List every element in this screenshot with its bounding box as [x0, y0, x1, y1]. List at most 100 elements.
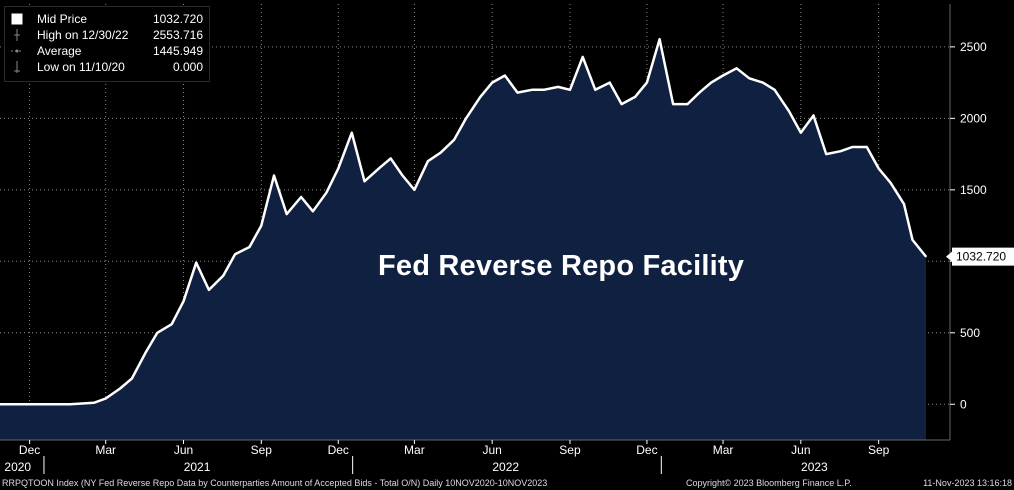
legend-average-marker-icon — [11, 45, 23, 57]
data-point — [504, 74, 506, 77]
y-tick-label: 2500 — [960, 40, 987, 54]
y-tick-label: 1500 — [960, 183, 987, 197]
data-point — [761, 81, 764, 84]
y-tick-label: 2000 — [960, 111, 987, 125]
data-point — [337, 167, 340, 170]
data-point — [710, 81, 713, 84]
y-axis: 05001000150020002500 — [949, 4, 987, 440]
legend-value: 1032.720 — [152, 12, 203, 26]
data-point — [686, 103, 689, 105]
x-tick-label: Mar — [404, 443, 425, 457]
data-point — [43, 403, 45, 406]
last-value-box — [952, 247, 1014, 266]
x-year-label: 2020 — [4, 460, 31, 474]
x-tick-label: Dec — [328, 443, 349, 457]
data-point — [491, 81, 493, 84]
data-point — [748, 77, 751, 80]
x-year-label: 2021 — [184, 460, 211, 474]
data-point — [839, 150, 842, 153]
data-point — [800, 131, 802, 134]
data-point — [634, 96, 636, 98]
x-axis: Dec Mar Jun Sep Dec Mar Jun Sep Dec Mar Jun Sep 2020… — [0, 439, 950, 474]
data-point — [646, 81, 648, 84]
data-point — [851, 146, 854, 148]
x-tick-label: Jun — [482, 443, 501, 457]
data-point — [401, 174, 404, 177]
data-point — [453, 139, 455, 141]
data-point — [273, 174, 275, 177]
footer-source: RRPQTOON Index (NY Fed Reverse Repo Data… — [2, 478, 548, 488]
data-point — [531, 88, 533, 91]
data-point — [144, 352, 147, 354]
data-point — [69, 403, 71, 406]
data-point — [889, 181, 892, 184]
data-point — [788, 110, 790, 113]
data-point — [300, 196, 302, 198]
data-point — [350, 131, 353, 134]
data-point — [222, 274, 225, 277]
legend-label: Low on 11/10/20 — [37, 60, 125, 74]
x-tick-label: Jun — [174, 443, 193, 457]
data-point — [479, 96, 482, 98]
data-point — [208, 289, 210, 291]
data-point — [620, 103, 623, 105]
x-tick-label: Mar — [713, 443, 734, 457]
data-point — [156, 331, 159, 334]
legend-value: 1445.949 — [152, 44, 203, 58]
data-point — [911, 239, 914, 241]
data-point — [465, 117, 467, 120]
data-point — [557, 86, 559, 88]
chart-canvas: 05001000150020002500 DecMarJunSepDecMarJ… — [0, 4, 1014, 474]
y-tick-label: 500 — [960, 326, 980, 340]
legend-box: Mid Price 1032.720 High on 12/30/22 2553… — [4, 6, 210, 82]
footer-timestamp: 11-Nov-2023 13:16:18 — [923, 478, 1012, 488]
legend-value: 0.000 — [172, 60, 203, 74]
data-point — [516, 91, 519, 94]
legend-row-mid-price: Mid Price 1032.720 — [11, 11, 203, 27]
footer-bar: RRPQTOON Index (NY Fed Reverse Repo Data… — [0, 476, 1014, 490]
data-point — [413, 189, 416, 191]
data-point — [903, 203, 905, 205]
data-point — [260, 224, 263, 227]
legend-row-average: Average 1445.949 — [11, 43, 203, 59]
data-point — [285, 213, 288, 215]
data-point — [735, 67, 738, 70]
data-point — [698, 91, 701, 94]
data-point — [672, 103, 674, 105]
data-point — [594, 88, 597, 91]
legend-value: 2553.716 — [152, 28, 203, 42]
data-point — [581, 56, 584, 58]
legend-high-marker-icon — [11, 29, 23, 41]
x-year-label: 2022 — [492, 460, 519, 474]
data-point — [825, 153, 828, 155]
marks-layer — [0, 38, 927, 406]
last-value-pointer — [946, 251, 952, 262]
data-point — [658, 38, 661, 41]
data-point — [608, 81, 611, 84]
data-point — [16, 403, 19, 406]
data-point — [104, 397, 107, 400]
data-point — [131, 377, 133, 380]
legend-collapse-icon[interactable] — [11, 13, 23, 25]
last-value-text: 1032.720 — [956, 250, 1006, 264]
data-point — [542, 88, 545, 91]
data-point — [877, 167, 880, 170]
x-tick-label: Mar — [95, 443, 116, 457]
data-point — [325, 191, 328, 194]
data-point — [363, 180, 366, 183]
data-point — [234, 253, 236, 255]
data-point — [170, 323, 173, 326]
legend-row-low: Low on 11/10/20 0.000 — [11, 59, 203, 75]
x-tick-label: Sep — [559, 443, 581, 457]
x-tick-label: Sep — [251, 443, 273, 457]
data-point — [389, 157, 392, 160]
legend-label: Average — [37, 44, 82, 58]
data-point — [773, 88, 776, 91]
legend-row-high: High on 12/30/22 2553.716 — [11, 27, 203, 43]
data-point — [182, 300, 185, 303]
legend-low-marker-icon — [11, 61, 23, 73]
data-point — [439, 151, 442, 154]
data-point — [722, 74, 724, 77]
x-tick-label: Sep — [868, 443, 890, 457]
legend-label: Mid Price — [37, 12, 88, 26]
